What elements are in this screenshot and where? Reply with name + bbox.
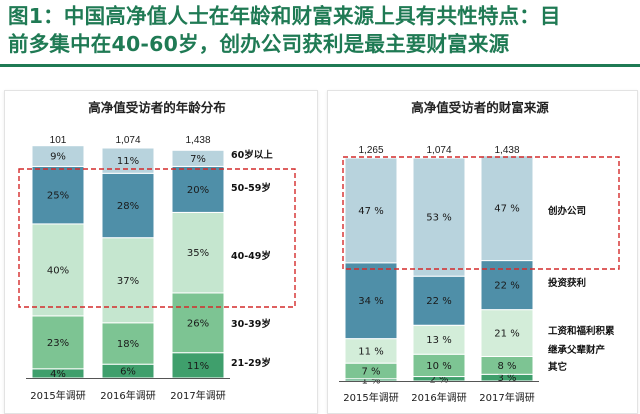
x-tick-label: 2017年调研 xyxy=(479,391,534,404)
bar-segment xyxy=(344,157,398,264)
sample-size-label: 101 xyxy=(50,135,67,146)
age-distribution-panel: 高净值受访者的年龄分布 4% 23% 40% 25% 9% 101 2015年调研 6% 18% 3… xyxy=(4,90,318,414)
segment-value-label: 53 % xyxy=(426,213,451,224)
sample-size-label: 1,074 xyxy=(115,135,140,146)
segment-value-label: 26% xyxy=(187,318,209,329)
segment-value-label: 40% xyxy=(47,265,69,276)
bar-segment xyxy=(480,155,534,262)
segment-value-label: 2 % xyxy=(429,374,448,385)
bar-segment xyxy=(31,145,85,167)
segment-value-label: 1 % xyxy=(361,375,380,386)
legend-label: 投资获利 xyxy=(548,277,586,289)
legend-label: 40-49岁 xyxy=(231,250,271,262)
legend-label: 创办公司 xyxy=(547,205,586,217)
bar-segment xyxy=(171,149,225,167)
segment-value-label: 28% xyxy=(117,201,139,212)
bar-segment xyxy=(101,237,155,324)
segment-value-label: 47 % xyxy=(494,204,519,215)
bar-segment xyxy=(31,165,85,225)
segment-value-label: 34 % xyxy=(358,296,383,307)
segment-value-label: 25% xyxy=(47,191,69,202)
bar-segment xyxy=(171,165,225,213)
bar-segment xyxy=(480,309,534,357)
legend-label: 继承父辈财产 xyxy=(548,344,606,356)
segment-value-label: 11% xyxy=(117,156,139,167)
age-distribution-chart: 高净值受访者的年龄分布 4% 23% 40% 25% 9% 101 2015年调研 6% 18% 3… xyxy=(18,100,296,402)
segment-value-label: 7 % xyxy=(361,366,380,377)
x-tick-label: 2016年调研 xyxy=(100,389,155,402)
headline-rule xyxy=(0,64,640,67)
segment-value-label: 11 % xyxy=(358,346,383,357)
segment-value-label: 20% xyxy=(187,185,209,196)
sample-size-label: 1,438 xyxy=(185,135,210,146)
segment-value-label: 47 % xyxy=(358,206,383,217)
segment-value-label: 7% xyxy=(190,154,206,165)
x-tick-label: 2015年调研 xyxy=(30,389,85,402)
segment-value-label: 18% xyxy=(117,339,139,350)
segment-value-label: 4% xyxy=(50,369,66,380)
wealth-source-chart: 高净值受访者的财富来源 1 %7 % 11 % 34 % 47 % 1,265 2015年调… xyxy=(339,100,620,404)
wealth-source-panel: 高净值受访者的财富来源 1 % 7 % 11 % 34 % 47 % 1,265 2015年调… xyxy=(327,90,638,414)
bar-segment xyxy=(171,292,225,354)
sample-size-label: 1,074 xyxy=(426,145,451,156)
sample-size-label: 1,438 xyxy=(494,145,519,156)
highlight-box xyxy=(342,156,620,270)
sample-size-label: 1,265 xyxy=(358,145,383,156)
chart-title: 高净值受访者的财富来源 xyxy=(411,100,549,115)
chart-title: 高净值受访者的年龄分布 xyxy=(88,100,226,115)
segment-value-label: 37% xyxy=(117,276,139,287)
bar-segment xyxy=(171,352,225,379)
segment-value-label: 6% xyxy=(120,367,136,378)
segment-value-label: 13 % xyxy=(426,335,451,346)
x-tick-label: 2015年调研 xyxy=(343,391,398,404)
segment-value-label: 10 % xyxy=(426,361,451,372)
bar-segment xyxy=(31,315,85,370)
legend-label: 其它 xyxy=(548,361,567,373)
x-tick-label: 2016年调研 xyxy=(411,391,466,404)
x-tick-label: 2017年调研 xyxy=(170,389,225,402)
bar-segment xyxy=(344,338,398,364)
headline-line-2: 前多集中在40-60岁，创办公司获利是最主要财富来源 xyxy=(8,32,510,56)
segment-value-label: 3 % xyxy=(497,373,516,384)
segment-value-label: 22 % xyxy=(494,281,519,292)
segment-value-label: 23% xyxy=(47,338,69,349)
highlight-box xyxy=(18,168,296,308)
segment-value-label: 9% xyxy=(50,152,66,163)
bar-segment xyxy=(412,157,466,277)
segment-value-label: 22 % xyxy=(426,296,451,307)
legend-label: 60岁以上 xyxy=(231,149,273,161)
bar-segment xyxy=(344,262,398,340)
headline-line-1: 图1：中国高净值人士在年龄和财富来源上具有共性特点：目 xyxy=(8,4,561,28)
segment-value-label: 8 % xyxy=(497,361,516,372)
legend-label: 工资和福利积累 xyxy=(548,325,615,337)
segment-value-label: 11% xyxy=(187,361,209,372)
segment-value-label: 35% xyxy=(187,248,209,259)
legend-label: 50-59岁 xyxy=(231,182,271,194)
bar-segment xyxy=(171,211,225,294)
legend-label: 21-29岁 xyxy=(231,357,271,369)
segment-value-label: 21 % xyxy=(494,329,519,340)
page-headline: 图1：中国高净值人士在年龄和财富来源上具有共性特点：目 前多集中在40-60岁，… xyxy=(8,2,634,58)
legend-label: 30-39岁 xyxy=(231,318,271,330)
